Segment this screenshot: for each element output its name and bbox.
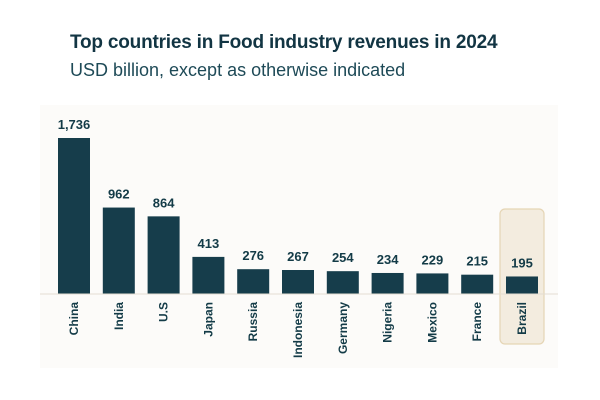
category-label-germany: Germany — [336, 302, 350, 354]
value-label-china: 1,736 — [58, 117, 91, 132]
value-label-india: 962 — [108, 187, 130, 202]
category-label-brazil: Brazil — [515, 302, 529, 335]
category-label-russia: Russia — [246, 302, 260, 342]
category-label-japan: Japan — [201, 302, 215, 337]
value-label-mexico: 229 — [422, 252, 444, 267]
bar-india — [102, 207, 135, 294]
bar-nigeria — [371, 272, 404, 294]
category-label-u-s: U.S — [157, 302, 171, 322]
category-label-mexico: Mexico — [425, 302, 439, 343]
value-label-russia: 276 — [242, 248, 264, 263]
category-label-indonesia: Indonesia — [291, 302, 305, 358]
bar-mexico — [416, 273, 449, 294]
value-label-u-s: 864 — [153, 195, 175, 210]
bar-indonesia — [282, 270, 314, 294]
category-label-china: China — [67, 302, 81, 336]
bar-u-s — [147, 216, 180, 294]
bar-russia — [237, 269, 270, 294]
value-label-brazil: 195 — [511, 255, 533, 270]
value-label-indonesia: 267 — [287, 249, 309, 264]
chart-subtitle: USD billion, except as otherwise indicat… — [70, 60, 406, 80]
bar-brazil — [506, 276, 538, 294]
value-label-nigeria: 234 — [377, 252, 399, 267]
bar-china — [58, 138, 90, 294]
value-label-france: 215 — [466, 254, 488, 269]
value-label-japan: 413 — [198, 236, 220, 251]
category-label-india: India — [112, 302, 126, 330]
bar-germany — [326, 271, 359, 294]
bar-france — [461, 274, 494, 294]
bar-japan — [192, 256, 225, 294]
category-label-nigeria: Nigeria — [381, 302, 395, 343]
category-label-france: France — [470, 302, 484, 342]
value-label-germany: 254 — [332, 250, 354, 265]
chart-title: Top countries in Food industry revenues … — [70, 32, 498, 53]
